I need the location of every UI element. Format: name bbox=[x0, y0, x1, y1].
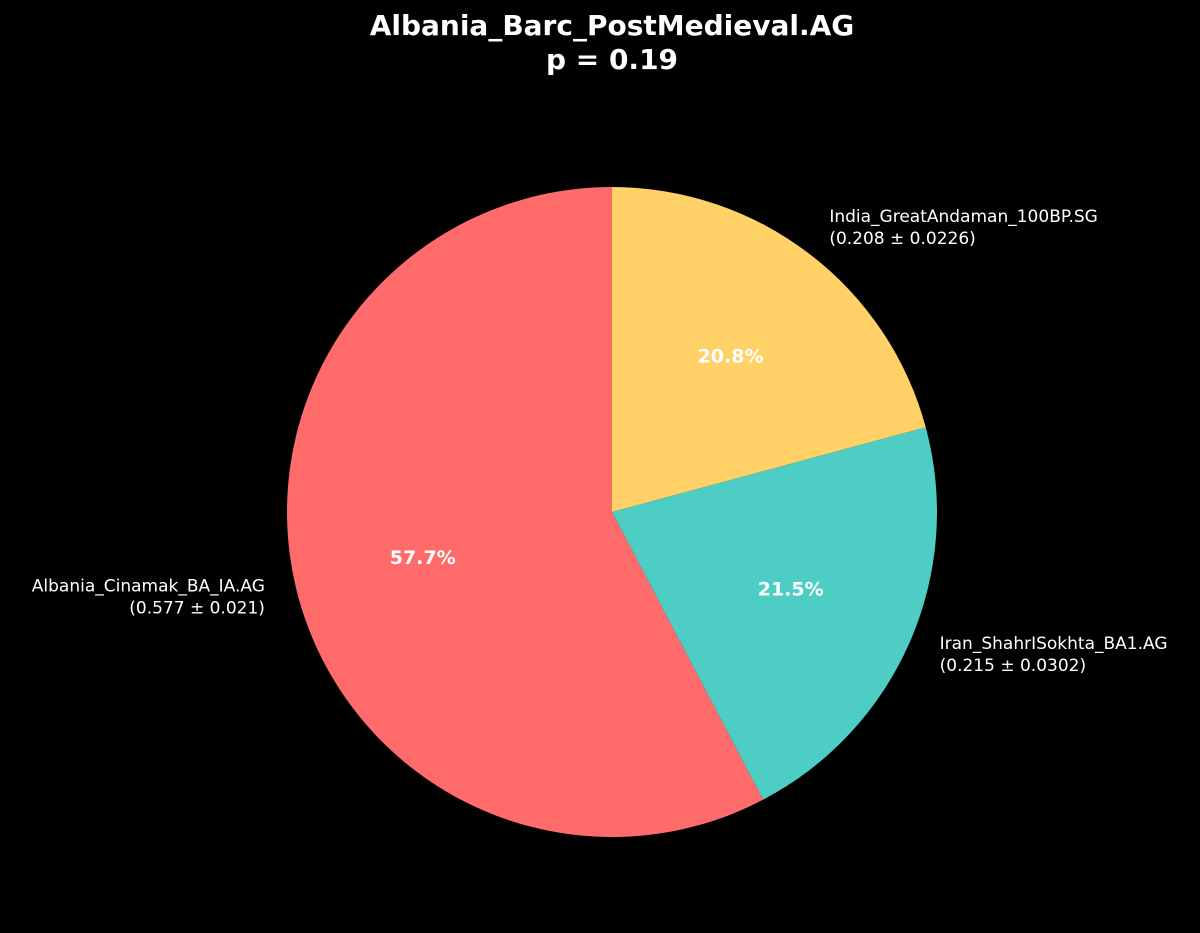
value-label: 57.7% bbox=[390, 547, 456, 569]
category-label: India_GreatAndaman_100BP.SG bbox=[829, 207, 1098, 227]
pie-slice bbox=[287, 187, 764, 837]
pie-slice bbox=[612, 427, 937, 800]
category-label: Iran_ShahrISokhta_BA1.AG bbox=[940, 634, 1168, 654]
category-note: (0.577 ± 0.021) bbox=[129, 599, 265, 619]
category-note: (0.215 ± 0.0302) bbox=[940, 656, 1086, 676]
pie-slice bbox=[612, 187, 926, 512]
chart-subtitle: p = 0.19 bbox=[546, 43, 678, 76]
category-label: Albania_Cinamak_BA_IA.AG bbox=[32, 577, 265, 597]
category-note: (0.208 ± 0.0226) bbox=[829, 229, 975, 249]
value-label: 20.8% bbox=[698, 346, 764, 368]
chart-title: Albania_Barc_PostMedieval.AG bbox=[370, 9, 855, 42]
value-label: 21.5% bbox=[758, 579, 824, 601]
